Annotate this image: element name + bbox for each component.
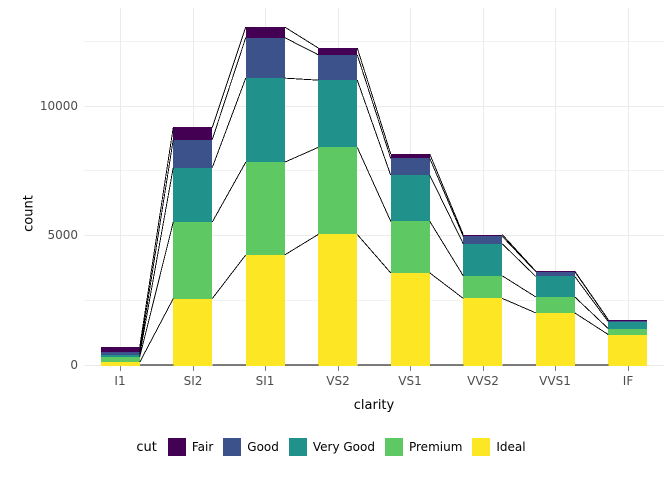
bar-stack[interactable]	[536, 8, 575, 366]
bar-stack[interactable]	[101, 8, 140, 366]
legend-swatch	[167, 438, 186, 456]
legend-label: Very Good	[312, 440, 375, 454]
bar-stack[interactable]	[608, 8, 647, 366]
bar-segment[interactable]	[536, 296, 575, 313]
bar-segment[interactable]	[173, 222, 212, 299]
x-axis-tick-label: SI2	[183, 374, 203, 388]
flow-lines	[139, 26, 609, 366]
bar-segment[interactable]	[536, 276, 575, 297]
bar-segment[interactable]	[173, 127, 212, 140]
gridline-vertical	[483, 8, 484, 366]
gridline-minor	[84, 40, 664, 42]
x-axis-tick-label: VS1	[398, 374, 422, 388]
y-axis-tick-label: 5000	[47, 228, 78, 243]
gridline-minor	[84, 170, 664, 172]
legend-item[interactable]: Ideal	[472, 438, 526, 456]
bar-segment[interactable]	[101, 352, 140, 355]
x-axis-tick-mark	[555, 366, 556, 371]
y-axis-tick-labels: 0 5000 10000	[0, 0, 78, 400]
bar-segment[interactable]	[101, 362, 140, 366]
bar-segment[interactable]	[608, 321, 647, 329]
bar-segment[interactable]	[173, 139, 212, 168]
x-axis-tick-label: I1	[114, 374, 126, 388]
bar-segment[interactable]	[463, 236, 502, 244]
bar-segment[interactable]	[463, 234, 502, 237]
legend-item[interactable]: Fair	[167, 438, 214, 456]
bar-segment[interactable]	[463, 243, 502, 276]
bar-segment[interactable]	[101, 356, 140, 363]
bar-segment[interactable]	[318, 234, 357, 366]
bar-segment[interactable]	[246, 78, 285, 163]
legend-items: Fair Good Very Good Premium Ideal	[167, 438, 536, 456]
bar-stack[interactable]	[246, 8, 285, 366]
bar-segment[interactable]	[246, 162, 285, 255]
bar-segment[interactable]	[608, 328, 647, 335]
bar-stack[interactable]	[391, 8, 430, 366]
legend-swatch	[223, 438, 242, 456]
x-axis-tick-mark	[483, 366, 484, 371]
x-axis: I1 SI2 SI1 VS2 VS1 VVS2 VVS1 IF	[84, 366, 664, 402]
bar-segment[interactable]	[246, 254, 285, 366]
gridline-vertical	[555, 8, 556, 366]
bar-segment[interactable]	[463, 275, 502, 299]
x-axis-tick-mark	[410, 366, 411, 371]
x-axis-tick-mark	[120, 366, 121, 371]
legend-label: Premium	[408, 440, 463, 454]
legend-label: Fair	[191, 440, 214, 454]
bar-segment[interactable]	[391, 158, 430, 176]
bar-segment[interactable]	[391, 221, 430, 273]
gridline-major	[84, 105, 664, 107]
legend-item[interactable]: Good	[223, 438, 279, 456]
y-axis-tick-label: 10000	[39, 98, 78, 113]
x-axis-tick-mark	[628, 366, 629, 371]
bar-segment[interactable]	[608, 334, 647, 366]
legend-item[interactable]: Premium	[384, 438, 463, 456]
x-axis-tick-mark	[338, 366, 339, 371]
legend: cut Fair Good Very Good Premium Ideal	[0, 438, 672, 456]
plot-panel	[84, 8, 664, 366]
x-axis-title: clarity	[353, 398, 395, 413]
bar-segment[interactable]	[391, 272, 430, 366]
x-axis-tick-label: IF	[622, 374, 634, 388]
bar-segment[interactable]	[608, 319, 647, 322]
bar-segment[interactable]	[536, 312, 575, 366]
bar-stack[interactable]	[318, 8, 357, 366]
legend-swatch	[288, 438, 307, 456]
legend-title: cut	[136, 439, 157, 455]
x-axis-tick-label: VVS1	[539, 374, 571, 388]
x-axis-tick-label: VVS2	[467, 374, 499, 388]
legend-swatch	[384, 438, 403, 456]
bar-segment[interactable]	[101, 354, 140, 357]
bar-segment[interactable]	[391, 175, 430, 222]
bar-segment[interactable]	[318, 147, 357, 235]
legend-item[interactable]: Very Good	[288, 438, 375, 456]
x-axis-tick-label: SI1	[255, 374, 275, 388]
gridline-major	[84, 365, 664, 366]
y-axis-tick-label: 0	[70, 358, 78, 372]
bar-segment[interactable]	[173, 298, 212, 366]
legend-swatch	[472, 438, 491, 456]
gridline-minor	[84, 300, 664, 302]
bar-stack[interactable]	[463, 8, 502, 366]
legend-label: Good	[247, 440, 279, 454]
bar-segment[interactable]	[318, 48, 357, 55]
gridline-vertical	[628, 8, 629, 366]
bar-segment[interactable]	[173, 167, 212, 223]
bar-segment[interactable]	[391, 154, 430, 159]
gridline-vertical	[120, 8, 121, 366]
bar-stack[interactable]	[173, 8, 212, 366]
bar-segment[interactable]	[246, 37, 285, 79]
x-axis-tick-mark	[265, 366, 266, 371]
legend-label: Ideal	[496, 440, 526, 454]
x-axis-tick-mark	[193, 366, 194, 371]
bar-segment[interactable]	[101, 346, 140, 353]
x-axis-tick-label: VS2	[326, 374, 350, 388]
bar-segment[interactable]	[318, 54, 357, 81]
gridline-major	[84, 235, 664, 237]
bar-segment[interactable]	[536, 271, 575, 277]
bar-segment[interactable]	[318, 80, 357, 148]
bar-segment[interactable]	[246, 27, 285, 38]
bar-segment[interactable]	[463, 298, 502, 366]
